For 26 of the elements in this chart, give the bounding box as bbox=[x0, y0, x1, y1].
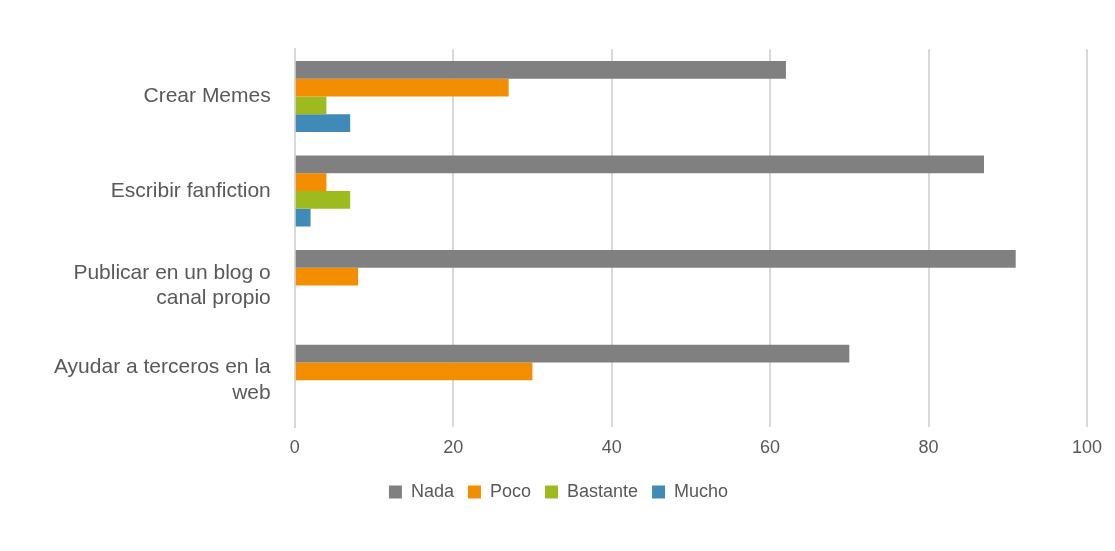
x-tick-label: 20 bbox=[443, 437, 464, 458]
bar bbox=[295, 362, 533, 381]
bar bbox=[295, 208, 311, 227]
y-tick-label: Crear Memes bbox=[143, 83, 271, 107]
legend-label: Bastante bbox=[566, 480, 639, 501]
bar bbox=[295, 96, 327, 115]
bar bbox=[295, 191, 351, 209]
y-tick-label: Escribir fanfiction bbox=[110, 177, 271, 201]
y-tick-label: Publicar en un blog o canal propio bbox=[73, 259, 271, 308]
legend-label: Poco bbox=[489, 480, 531, 501]
bar bbox=[295, 78, 509, 97]
bar bbox=[295, 250, 1016, 268]
legend-label: Mucho bbox=[674, 480, 729, 501]
bar bbox=[295, 267, 359, 286]
bar bbox=[295, 173, 327, 192]
x-tick-label: 0 bbox=[289, 437, 300, 458]
x-tick-label: 40 bbox=[601, 437, 622, 458]
x-tick-label: 80 bbox=[918, 437, 939, 458]
bar bbox=[295, 114, 351, 132]
x-tick-label: 60 bbox=[760, 437, 781, 458]
bar bbox=[295, 344, 850, 363]
bar bbox=[295, 155, 985, 174]
x-tick-label: 100 bbox=[1071, 437, 1103, 458]
legend-label: Nada bbox=[410, 480, 455, 501]
y-tick-label: Ayudar a terceros en la web bbox=[53, 354, 272, 403]
bar bbox=[295, 61, 786, 79]
